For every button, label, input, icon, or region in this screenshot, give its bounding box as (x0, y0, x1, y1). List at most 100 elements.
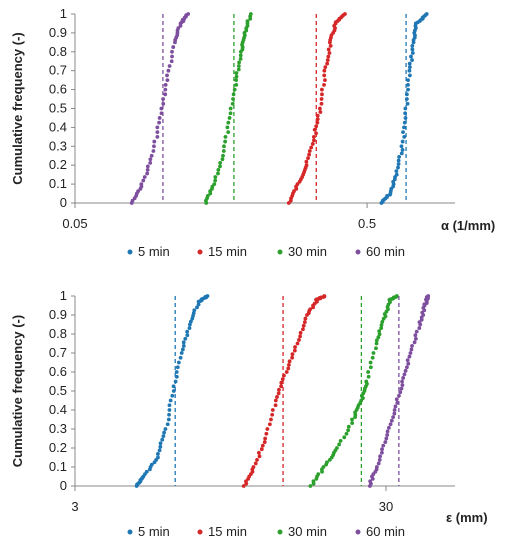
data-point-15-min (325, 58, 330, 62)
legend-label: 5 min (138, 244, 170, 259)
data-point-15-min (292, 348, 297, 353)
y-tick-label: 0.5 (49, 383, 67, 398)
data-point-15-min (259, 447, 264, 452)
data-point-60-min (152, 139, 157, 144)
data-point-60-min (170, 54, 174, 59)
data-point-15-min (320, 92, 324, 97)
data-point-5-min (403, 116, 408, 120)
data-point-15-min (323, 78, 327, 83)
data-point-5-min (397, 155, 401, 159)
data-point-15-min (325, 61, 330, 66)
y-axis-label: Cumulative frequency (-) (10, 315, 25, 467)
data-point-5-min (405, 101, 410, 106)
data-point-15-min (263, 436, 268, 441)
data-point-5-min (181, 343, 186, 348)
data-point-15-min (282, 373, 286, 378)
data-point-5-min (183, 336, 188, 341)
data-point-60-min (399, 386, 404, 391)
y-tick-label: 0.9 (49, 25, 67, 40)
data-point-30-min (346, 428, 351, 433)
legend-marker (355, 249, 361, 255)
data-point-15-min (315, 117, 320, 122)
data-point-15-min (253, 461, 258, 466)
data-point-30-min (338, 438, 343, 443)
data-point-30-min (368, 365, 373, 370)
data-point-15-min (306, 156, 310, 161)
data-point-5-min (171, 389, 176, 393)
data-point-15-min (322, 73, 327, 78)
data-point-5-min (407, 61, 412, 66)
data-point-15-min (297, 338, 301, 342)
data-point-30-min (366, 370, 371, 374)
data-point-60-min (398, 390, 403, 395)
data-point-60-min (186, 12, 191, 16)
data-point-30-min (238, 56, 243, 61)
data-point-5-min (171, 384, 176, 389)
data-point-15-min (275, 395, 279, 399)
data-point-30-min (325, 460, 329, 465)
x-axis-label: α (1/mm) (441, 218, 495, 233)
data-point-30-min (231, 97, 235, 101)
data-point-5-min (185, 329, 190, 334)
data-point-60-min (417, 320, 422, 325)
data-point-30-min (366, 374, 371, 379)
data-point-15-min (280, 377, 285, 382)
x-tick-label: 30 (379, 499, 393, 514)
data-point-30-min (376, 335, 381, 340)
data-point-30-min (237, 60, 242, 65)
data-point-5-min (181, 340, 186, 345)
legend-label: 15 min (208, 524, 247, 539)
data-point-30-min (350, 417, 354, 422)
data-point-15-min (304, 159, 309, 164)
data-point-60-min (155, 134, 160, 139)
data-point-60-min (163, 82, 168, 87)
data-point-30-min (374, 341, 379, 346)
data-point-30-min (344, 431, 349, 436)
data-point-30-min (374, 338, 379, 343)
data-point-30-min (311, 479, 316, 484)
data-point-60-min (385, 429, 390, 434)
data-point-15-min (322, 294, 327, 298)
data-point-15-min (290, 352, 295, 357)
data-point-30-min (218, 164, 222, 169)
data-point-15-min (273, 398, 278, 403)
y-tick-label: 1 (60, 6, 67, 21)
data-point-5-min (403, 111, 408, 116)
data-point-5-min (157, 448, 162, 453)
data-point-30-min (394, 294, 399, 298)
data-point-60-min (161, 101, 166, 106)
data-point-15-min (276, 391, 281, 396)
data-point-15-min (314, 124, 319, 129)
x-axis-label: ε (mm) (446, 510, 488, 525)
data-point-5-min (156, 452, 160, 456)
data-point-5-min (144, 469, 149, 474)
data-point-15-min (312, 127, 317, 132)
data-point-60-min (410, 343, 414, 348)
y-tick-label: 0.9 (49, 307, 67, 322)
y-tick-label: 0.7 (49, 345, 67, 360)
data-point-30-min (218, 160, 223, 165)
data-point-15-min (327, 51, 332, 55)
data-point-30-min (227, 116, 232, 120)
data-point-60-min (139, 182, 144, 187)
legend-marker (197, 529, 203, 535)
data-point-5-min (187, 326, 192, 330)
legend-label: 30 min (288, 524, 327, 539)
data-point-30-min (225, 125, 230, 130)
y-tick-label: 0 (60, 478, 67, 493)
data-point-5-min (158, 441, 163, 446)
y-tick-label: 0.5 (49, 101, 67, 116)
data-point-60-min (161, 97, 165, 101)
data-point-60-min (163, 87, 168, 92)
data-point-60-min (408, 351, 413, 355)
data-point-30-min (248, 12, 253, 16)
data-point-15-min (251, 465, 256, 469)
data-point-60-min (151, 149, 156, 153)
data-point-30-min (337, 442, 342, 447)
y-tick-label: 0.1 (49, 176, 67, 191)
data-point-60-min (368, 479, 373, 484)
data-point-5-min (385, 194, 389, 198)
data-point-5-min (399, 151, 404, 156)
data-point-30-min (220, 157, 225, 162)
